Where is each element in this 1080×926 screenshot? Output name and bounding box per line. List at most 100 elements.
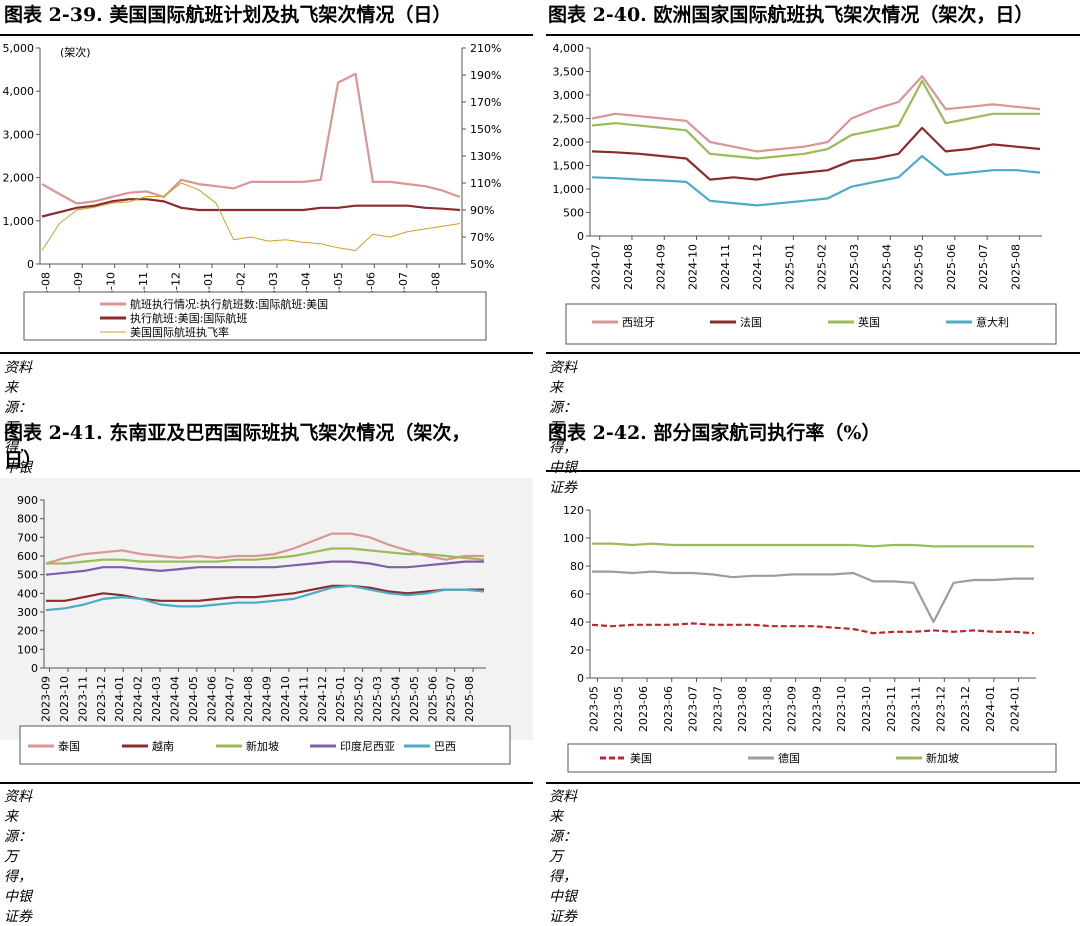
x-tick-label: 2023-11 [885,686,898,732]
y-tick-label: 100 [563,532,584,545]
x-tick-label: 2024-02 [132,676,145,722]
y-tick-label: 0 [31,662,38,675]
x-tick-label: 2024-10 [687,244,700,290]
series-line [45,560,484,576]
x-tick-label: 2023-06 [662,686,675,732]
y-tick-label: 600 [17,550,38,563]
x-tick-label: 2025-02 [353,676,366,722]
y-tick-label: 60 [570,588,584,601]
y-tick-label: 400 [17,587,38,600]
x-tick-label: 2025-03 [848,244,861,290]
y-tick-label: 1,500 [553,160,585,173]
chart-europe-flights: 0 500 1,000 1,500 2,000 2,500 3,000 3,500 4,000 2… [553,42,1057,345]
legend-label: 印度尼西亚 [340,739,395,753]
x-tick-label: 2024-05 [187,676,200,722]
y2-tick-label: 110% [470,177,501,190]
source-rule [0,782,533,784]
x-tick-label: 2025-06 [426,676,439,722]
x-tick-label: 2023-12 [934,686,947,732]
source-note: 资料来源：万得，中银证券 [549,789,577,925]
x-tick-label: 2025-02 [816,244,829,290]
x-tick-label: 2024-06 [205,676,218,722]
x-tick-label: 2024-01 [1009,686,1022,732]
x-tick-label: 2023-12 [95,676,108,722]
y2-tick-label: 70% [470,231,494,244]
x-tick-label: 2023-11 [910,686,923,732]
legend-label: 美国国际航班执飞率 [130,325,229,339]
x-tick-label: 2025-07 [445,676,458,722]
x-tick-label: 2024-10 [279,676,292,722]
legend-label: 意大利 [976,315,1009,329]
y-tick-label: 0 [577,672,584,685]
y-tick-label: 1,000 [553,183,585,196]
chart-title: 图表 2-39. 美国国际航班计划及执飞架次情况（日） [4,4,452,26]
y-tick-label: 2,500 [553,113,585,126]
x-tick-label: 2023-06 [637,686,650,732]
y-tick-label: 2,000 [3,172,35,185]
y-tick-label: 2,000 [553,136,585,149]
chart-us-international-flights: 0 1,000 2,000 3,000 4,000 5,000 (架次) 50% 70% 90% 1… [3,42,501,341]
legend-label: 西班牙 [622,316,655,329]
x-tick-label: 2025-08 [463,676,476,722]
source-rule [546,782,1080,784]
y-axis-unit: (架次) [60,45,91,59]
x-tick-label: 2023-09 [40,676,53,722]
y-tick-label: 80 [570,560,584,573]
title-rule [0,34,533,36]
x-tick-label: 2023-07 [711,686,724,732]
y-tick-label: 0 [577,230,584,243]
chart-title: 图表 2-40. 欧洲国家国际航班执飞架次情况（架次，日） [548,4,1034,26]
y-tick-label: 700 [17,531,38,544]
x-tick-label: 2024-08 [242,676,255,722]
source-note: 资料来源：万得，中银证券 [4,789,32,925]
x-tick-label: 2025-03 [371,676,384,722]
legend-label: 德国 [778,751,800,765]
title-rule [546,34,1080,36]
series-line [592,542,1034,548]
legend-label: 美国 [630,752,652,765]
series-line [591,126,1041,181]
x-tick-label: 2023-10 [835,686,848,732]
series-line [46,547,485,565]
chart-background [0,478,533,740]
y-tick-label: 500 [17,569,38,582]
y-tick-label: 3,000 [3,128,35,141]
x-tick-label: 2023-10 [58,676,71,722]
legend-box [567,743,1057,773]
y-tick-label: 300 [17,606,38,619]
x-tick-label: 2023-12 [959,686,972,732]
x-tick-label: 2024-07 [590,244,603,290]
series-line [41,198,461,218]
y-tick-label: 120 [563,504,584,517]
x-tick-label: 2023-11 [76,676,89,722]
y2-tick-label: 190% [470,69,501,82]
legend-label: 越南 [152,739,174,753]
x-tick-label: 2023-07 [687,686,700,732]
x-tick-label: 2025-04 [389,676,402,722]
y2-tick-label: 90% [470,204,494,217]
x-tick-label: 2024-03 [150,676,163,722]
legend-label: 泰国 [58,739,80,753]
x-tick-label: 2023-08 [761,686,774,732]
series-line [45,584,485,612]
x-tick-label: 2024-07 [224,676,237,722]
x-tick-label: 2025-04 [880,244,893,290]
y-tick-label: 40 [570,616,584,629]
legend-label: 航班执行情况:执行航班数:国际航班:美国 [130,297,328,311]
x-tick-label: 2025-07 [977,244,990,290]
x-tick-label: 2024-12 [751,244,764,290]
x-tick-label: 2024-11 [297,676,310,722]
x-tick-label: 2024-09 [654,244,667,290]
source-note: 资料来源：万得，中银证券 [549,360,577,496]
y2-tick-label: 170% [470,96,501,109]
series-line [591,75,1041,153]
y-tick-label: 800 [17,513,38,526]
chart-title: 图表 2-42. 部分国家航司执行率（%） [548,422,881,444]
legend-label: 英国 [858,315,880,329]
x-tick-label: 2025-08 [1009,244,1022,290]
x-tick-label: 2023-09 [810,686,823,732]
chart-sea-brazil-flights: 0 100 200 300 400 500 600 700 800 900 2023-09 2023-… [0,478,533,765]
x-tick-label: 2025-01 [783,244,796,290]
series-line [591,622,1035,635]
legend-label: 法国 [740,315,762,329]
